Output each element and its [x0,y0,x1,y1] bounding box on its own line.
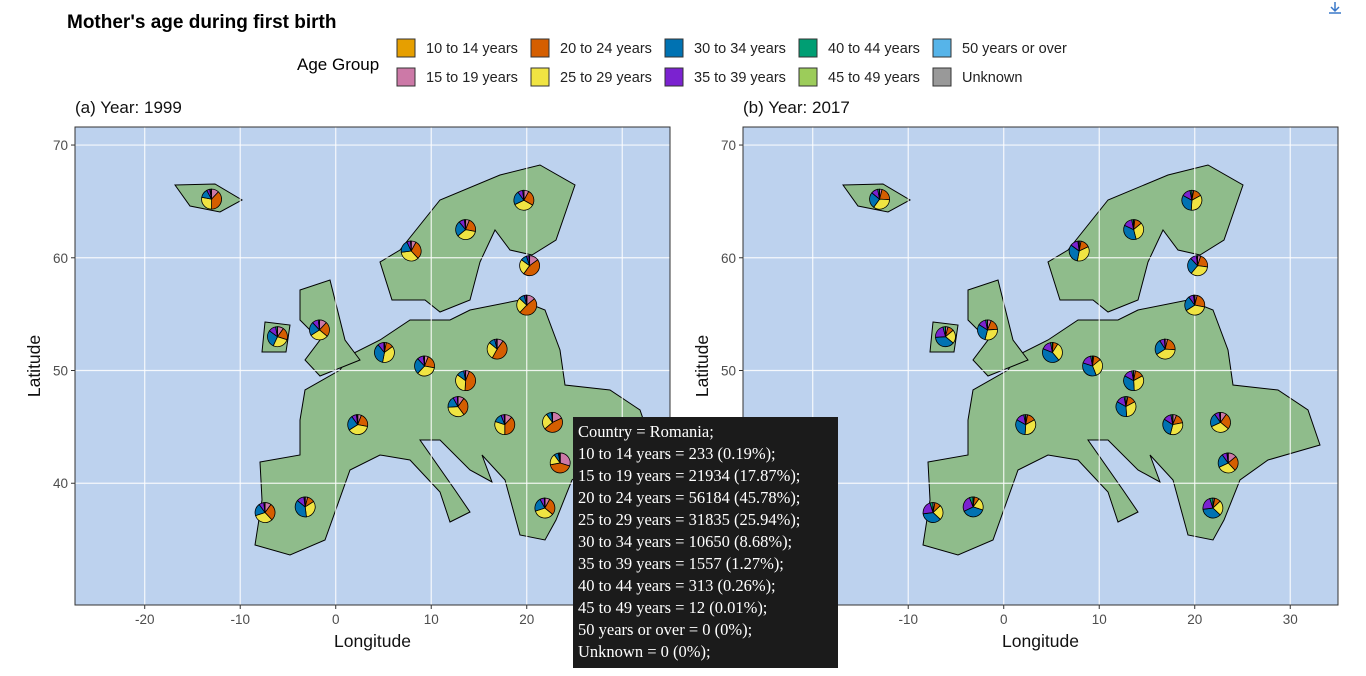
pie [1155,339,1175,359]
pie [935,327,955,347]
pie [1016,415,1036,435]
y-tick-label: 50 [721,364,736,379]
pie [1218,453,1238,473]
pie [295,497,315,517]
x-tick-label: 20 [519,612,534,627]
legend-key [933,39,951,57]
title: Mother's age during first birth [67,12,336,33]
pie [1188,256,1208,276]
x-tick-label: -10 [230,612,250,627]
tooltip-line: 10 to 14 years = 233 (0.19%); [578,443,833,465]
y-tick-label: 50 [53,364,68,379]
legend-label: 50 years or over [962,41,1067,57]
tooltip-line: 25 to 29 years = 31835 (25.94%); [578,509,833,531]
pie [517,295,537,315]
x-tick-label: 10 [1092,612,1107,627]
tooltip: Country = Romania;10 to 14 years = 233 (… [573,417,838,668]
legend-label: 15 to 19 years [426,70,518,86]
pie [1203,498,1223,518]
pie [309,320,329,340]
y-axis-label: Latitude [24,335,44,397]
legend-key [799,68,817,86]
pie [923,503,943,523]
pie [1069,241,1089,261]
tooltip-line: Unknown = 0 (0%); [578,641,833,663]
legend-title: Age Group [297,55,379,74]
pie [495,415,515,435]
pie [520,256,540,276]
pie [1185,295,1205,315]
pie [1116,397,1136,417]
pie [487,339,507,359]
pie [1182,190,1202,210]
pie [348,415,368,435]
x-axis-label: Longitude [334,631,411,651]
pie [456,220,476,240]
pie [977,320,997,340]
legend-key [397,68,415,86]
x-tick-label: 0 [1000,612,1008,627]
legend-label: 45 to 49 years [828,70,920,86]
x-tick-label: -10 [898,612,918,627]
pie [401,241,421,261]
x-tick-label: 20 [1187,612,1202,627]
x-axis-label: Longitude [1002,631,1079,651]
y-tick-label: 60 [53,251,68,266]
legend-label: 20 to 24 years [560,41,652,57]
pie [448,397,468,417]
tooltip-line: 35 to 39 years = 1557 (1.27%); [578,553,833,575]
legend-label: 10 to 14 years [426,41,518,57]
pie [1083,356,1103,376]
tooltip-line: 45 to 49 years = 12 (0.01%); [578,597,833,619]
tooltip-line: 20 to 24 years = 56184 (45.78%); [578,487,833,509]
pie [543,412,563,432]
pie [267,327,287,347]
pie [415,356,435,376]
pie [255,503,275,523]
x-tick-label: 10 [424,612,439,627]
legend-label: 40 to 44 years [828,41,920,57]
legend-key [531,68,549,86]
pie [1163,415,1183,435]
pie [1211,412,1231,432]
legend-key [933,68,951,86]
x-tick-label: -20 [135,612,155,627]
legend-label: 25 to 29 years [560,70,652,86]
subtitle: (a) Year: 1999 [75,98,182,117]
pie [374,342,394,362]
tooltip-line: 40 to 44 years = 313 (0.26%); [578,575,833,597]
tooltip-line: 30 to 34 years = 10650 (8.68%); [578,531,833,553]
pie [870,189,890,209]
tooltip-line: 50 years or over = 0 (0%); [578,619,833,641]
legend-key [665,68,683,86]
x-tick-label: 30 [1283,612,1298,627]
download-icon[interactable] [1329,2,1341,13]
legend-label: 35 to 39 years [694,70,786,86]
y-tick-label: 70 [53,138,68,153]
pie [1124,220,1144,240]
pie [550,453,570,473]
subtitle: (b) Year: 2017 [743,98,850,117]
tooltip-line: Country = Romania; [578,421,833,443]
legend-key [531,39,549,57]
pie [963,497,983,517]
pie [514,190,534,210]
y-axis-label: Latitude [692,335,712,397]
y-tick-label: 60 [721,251,736,266]
x-tick-label: 0 [332,612,340,627]
legend-key [665,39,683,57]
tooltip-line: 15 to 19 years = 21934 (17.87%); [578,465,833,487]
y-tick-label: 70 [721,138,736,153]
y-tick-label: 40 [53,476,68,491]
pie [535,498,555,518]
legend-label: Unknown [962,70,1022,86]
pie [202,189,222,209]
legend-key [799,39,817,57]
pie [1042,342,1062,362]
legend-key [397,39,415,57]
pie [1124,371,1144,391]
pie [456,371,476,391]
legend-label: 30 to 34 years [694,41,786,57]
